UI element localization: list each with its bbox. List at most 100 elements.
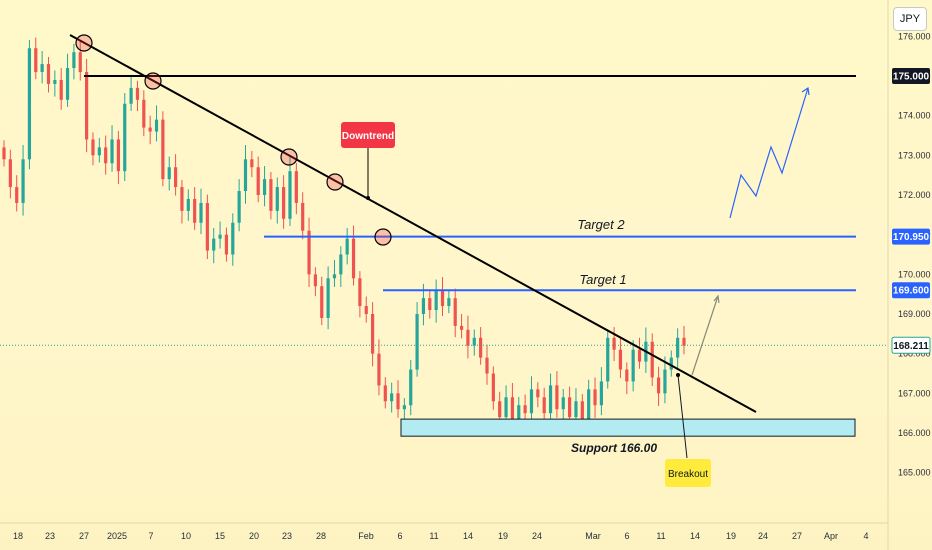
candle-body: [97, 147, 101, 156]
candle-body: [459, 325, 464, 330]
price-tag-label: 170.950: [893, 232, 930, 243]
time-tick-label: 2025: [107, 531, 127, 541]
candle-body: [320, 286, 324, 318]
candle-body: [364, 306, 368, 314]
price-tag[interactable]: [892, 282, 930, 299]
time-tick-label: Feb: [358, 531, 374, 541]
candle-body: [8, 159, 12, 188]
candle-body: [370, 314, 375, 354]
candle-body: [65, 68, 70, 100]
candle-body: [173, 167, 178, 188]
projection-arrow-target1[interactable]: [691, 295, 719, 376]
candle-body: [275, 187, 279, 211]
time-tick-label: 15: [215, 531, 225, 541]
trend-touch-marker[interactable]: [326, 173, 344, 191]
projection-arrowhead-2: [801, 86, 810, 96]
candle-body: [256, 167, 260, 195]
breakout-dot: [676, 373, 680, 377]
time-tick-label: 19: [498, 531, 508, 541]
time-tick-label: 4: [863, 531, 868, 541]
candle-body: [358, 278, 362, 307]
time-tick-label: Mar: [585, 531, 601, 541]
candle-body: [479, 337, 483, 358]
candle-body: [402, 405, 406, 410]
price-tick-label: 166.000: [898, 428, 931, 438]
breakout-label-box[interactable]: [665, 459, 711, 487]
price-tick-label: 165.000: [898, 468, 931, 478]
candle-body: [682, 337, 686, 346]
projection-arrow-target[interactable]: [729, 87, 809, 219]
candle-body: [186, 198, 190, 211]
price-tick-label: 170.000: [898, 269, 931, 279]
downtrend-label-box[interactable]: [341, 122, 395, 148]
candle-body: [434, 290, 438, 311]
price-tick-label: 173.000: [898, 150, 931, 160]
candle-body: [199, 202, 203, 223]
candle-body: [85, 72, 89, 140]
candle-body: [154, 119, 159, 132]
candle-body: [21, 159, 25, 203]
currency-badge[interactable]: JPY: [893, 7, 927, 31]
candle-body: [59, 79, 63, 100]
candle-body: [307, 230, 311, 275]
candle-body: [2, 147, 6, 160]
candle-body: [27, 48, 32, 160]
breakout-label-connector: [677, 374, 688, 459]
candle-body: [15, 187, 19, 203]
candle-body: [542, 397, 546, 414]
candle-body: [72, 52, 76, 69]
candle-body: [593, 389, 597, 406]
price-tag[interactable]: [892, 68, 930, 84]
candle-body: [625, 369, 629, 382]
candle-body: [561, 397, 565, 410]
breakout-label: Breakout: [668, 469, 708, 480]
trend-touch-marker[interactable]: [75, 34, 93, 52]
time-tick-label: 11: [429, 531, 438, 541]
time-tick-label: 28: [316, 531, 326, 541]
price-tag-label: 169.600: [893, 286, 930, 297]
candle-body: [510, 397, 515, 422]
candle-body: [345, 238, 349, 255]
time-tick-label: 27: [792, 531, 802, 541]
price-tag[interactable]: [892, 228, 930, 245]
candle-body: [421, 298, 426, 314]
downtrend-line[interactable]: [69, 34, 757, 413]
candle-body: [167, 167, 171, 180]
candle-body: [574, 401, 578, 418]
candle-body: [669, 357, 673, 370]
price-tick-label: 169.000: [898, 309, 931, 319]
candle-body: [282, 187, 286, 219]
time-tick-label: 24: [532, 531, 542, 541]
candle-body: [555, 385, 559, 410]
candle-body: [637, 349, 642, 362]
trend-touch-marker[interactable]: [144, 72, 162, 90]
price-tick-label: 172.000: [898, 190, 931, 200]
time-tick-label: 6: [624, 531, 629, 541]
trend-touch-marker[interactable]: [374, 228, 392, 246]
candle-body: [269, 179, 273, 211]
candle-body: [205, 202, 209, 251]
time-tick-label: 6: [397, 531, 402, 541]
candle-body: [250, 159, 254, 168]
candle-body: [428, 298, 432, 311]
candle-body: [218, 234, 222, 239]
candle-body: [288, 171, 292, 219]
candle-body: [676, 337, 680, 358]
candle-body: [243, 159, 248, 192]
candle-body: [529, 389, 534, 414]
candle-body: [135, 87, 140, 100]
candle-body: [262, 179, 267, 195]
target2-label: Target 2: [577, 217, 625, 232]
candle-body: [466, 329, 470, 346]
candle-body: [472, 337, 476, 346]
candle-body: [568, 397, 572, 418]
candle-body: [161, 119, 165, 180]
time-tick-label: 19: [726, 531, 736, 541]
candle-body: [212, 238, 216, 251]
trend-touch-marker[interactable]: [280, 148, 298, 166]
price-tag[interactable]: [891, 336, 931, 354]
support-zone[interactable]: [400, 418, 856, 437]
projection-arrowhead-1: [713, 294, 720, 304]
